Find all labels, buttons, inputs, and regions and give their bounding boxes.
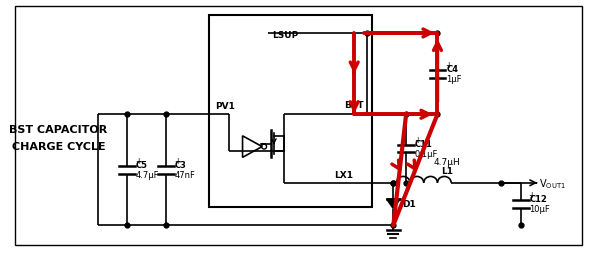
Text: CHARGE CYCLE: CHARGE CYCLE (12, 141, 105, 151)
Text: +: + (414, 135, 421, 144)
Text: 0.1μF: 0.1μF (415, 149, 438, 158)
Text: +: + (528, 190, 535, 199)
Text: 4.7μH: 4.7μH (434, 157, 461, 166)
Text: +: + (174, 156, 180, 165)
Text: C4: C4 (446, 65, 458, 74)
Text: C11: C11 (415, 140, 433, 149)
Text: PV1: PV1 (215, 102, 235, 110)
Text: 4.7μF: 4.7μF (136, 170, 159, 179)
Text: BST: BST (345, 101, 364, 109)
Text: LX1: LX1 (335, 170, 353, 179)
Polygon shape (386, 199, 401, 209)
Text: +: + (445, 60, 452, 69)
Text: D1: D1 (402, 200, 416, 209)
Text: 10μF: 10μF (530, 204, 550, 213)
Text: C12: C12 (530, 195, 547, 204)
Text: 1μF: 1μF (446, 75, 462, 84)
Text: V$_\mathsf{OUT1}$: V$_\mathsf{OUT1}$ (540, 176, 566, 190)
Text: L1: L1 (441, 166, 454, 175)
Text: 47nF: 47nF (175, 170, 196, 179)
Text: BST CAPACITOR: BST CAPACITOR (9, 124, 108, 134)
Text: C3: C3 (175, 161, 187, 169)
Bar (209, 16, 372, 208)
Text: LSUP: LSUP (273, 31, 299, 40)
Text: +: + (135, 156, 141, 165)
Text: C5: C5 (136, 161, 148, 169)
